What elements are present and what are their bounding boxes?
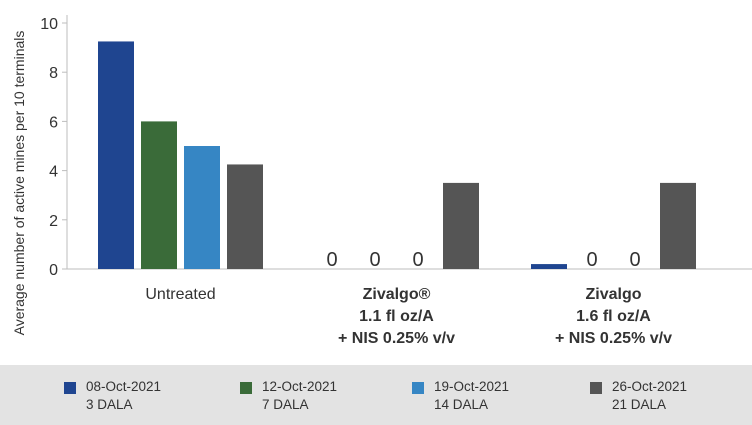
bar <box>443 182 479 269</box>
data-labels: 0 0 0 0 0 <box>326 249 640 271</box>
bar <box>531 264 567 269</box>
bar <box>227 164 263 269</box>
y-axis: 0 2 4 6 8 10 <box>40 15 752 279</box>
legend-series-name: 19-Oct-2021 <box>434 379 510 394</box>
legend: 08-Oct-2021 3 DALA 12-Oct-2021 7 DALA 19-Oct… <box>0 365 752 425</box>
y-tick-label: 0 <box>49 262 58 279</box>
y-tick-label: 2 <box>49 213 58 230</box>
bar <box>660 182 696 269</box>
legend-series-sub: 7 DALA <box>262 397 309 412</box>
category-label: + NIS 0.25% v/v <box>338 330 455 347</box>
category-label: Zivalgo <box>585 286 641 303</box>
bar <box>184 146 220 269</box>
chart: 0 2 4 6 8 10 0 0 0 0 0 Untreated Zivalgo® 1.1 fl oz… <box>11 15 752 347</box>
data-label: 0 <box>369 249 380 271</box>
legend-series-sub: 14 DALA <box>434 397 489 412</box>
legend-series-name: 26-Oct-2021 <box>612 379 688 394</box>
bar <box>98 41 134 270</box>
category-label: 1.1 fl oz/A <box>359 308 434 325</box>
legend-swatch <box>590 382 602 394</box>
category-label: + NIS 0.25% v/v <box>555 330 672 347</box>
legend-series-name: 08-Oct-2021 <box>86 379 162 394</box>
y-tick-label: 10 <box>40 16 58 33</box>
category-label: Untreated <box>145 286 215 303</box>
legend-swatch <box>412 382 424 394</box>
category-label: 1.6 fl oz/A <box>576 308 651 325</box>
y-tick-label: 4 <box>49 164 58 181</box>
legend-series-name: 12-Oct-2021 <box>262 379 338 394</box>
y-axis-label: Average number of active mines per 10 te… <box>11 31 27 336</box>
legend-swatch <box>240 382 252 394</box>
y-tick-label: 6 <box>49 114 58 131</box>
data-label: 0 <box>629 249 640 271</box>
bar <box>141 121 177 270</box>
y-tick-label: 8 <box>49 65 58 82</box>
legend-swatch <box>64 382 76 394</box>
legend-series-sub: 3 DALA <box>86 397 133 412</box>
x-axis-categories: Untreated Zivalgo® 1.1 fl oz/A + NIS 0.25% … <box>145 286 672 347</box>
bars <box>98 41 696 270</box>
legend-series-sub: 21 DALA <box>612 397 667 412</box>
category-label: Zivalgo® <box>363 286 431 303</box>
data-label: 0 <box>586 249 597 271</box>
data-label: 0 <box>326 249 337 271</box>
data-label: 0 <box>412 249 423 271</box>
